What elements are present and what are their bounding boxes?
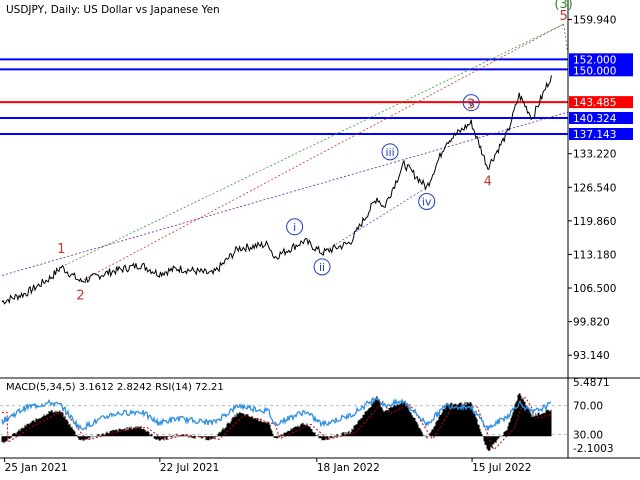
y-tick-label: 93.140 <box>573 350 610 362</box>
trendlines <box>1 23 569 282</box>
y-tick-label: 126.540 <box>573 182 616 194</box>
x-tick-label: 15 Jul 2022 <box>472 462 531 474</box>
wave-circle <box>381 143 399 161</box>
level-tag <box>569 96 633 109</box>
indicator-subwindow: 70.00 30.00 5.4871 -2.1003 <box>0 377 614 455</box>
macd-scale-min: -2.1003 <box>573 443 614 455</box>
level-tag-label: 137.143 <box>573 129 616 141</box>
wave-label-i: i <box>293 221 296 234</box>
y-tick-label: 159.940 <box>573 14 616 26</box>
x-tick-label: 22 Jul 2021 <box>160 462 219 474</box>
price-series <box>1 75 552 305</box>
indicator-title: MACD(5,34,5) 3.1612 2.8242 RSI(14) 72.21 <box>6 382 224 393</box>
rsi-line <box>1 396 552 431</box>
macd-histogram <box>1 393 552 452</box>
wave-circle <box>286 218 304 236</box>
level-tag-label: 143.485 <box>573 97 616 109</box>
y-tick-label: 99.820 <box>573 317 610 329</box>
level-tag <box>569 53 633 66</box>
macd-scale-max: 5.4871 <box>573 377 610 389</box>
wave-label-iv: iv <box>422 195 432 208</box>
wave-label-iii: iii <box>385 146 394 159</box>
wave-label-v: v <box>468 97 475 110</box>
wave-circle <box>462 94 480 112</box>
chart-title: USDJPY, Daily: US Dollar vs Japanese Yen <box>6 4 220 16</box>
wave-label-ii: ii <box>319 261 325 274</box>
wave-circle <box>313 258 331 276</box>
level-tag-label: 152.000 <box>573 54 616 66</box>
wave-label-2: 2 <box>76 288 84 303</box>
level-tag <box>569 64 633 77</box>
wave-label-(3): (3) <box>554 0 572 12</box>
level-tag-label: 140.324 <box>573 113 617 125</box>
wave-label-5: 5 <box>559 9 567 24</box>
y-tick-label: 113.180 <box>573 249 616 261</box>
price-line <box>1 75 552 305</box>
rsi-level-label: 30.00 <box>573 429 603 441</box>
level-tag-label: 150.000 <box>573 65 616 77</box>
wave-circle <box>418 192 436 210</box>
wave-label-4: 4 <box>484 174 492 189</box>
level-tag <box>569 112 633 125</box>
y-tick-label: 119.860 <box>573 216 616 228</box>
wave-label-3: 3 <box>467 98 475 113</box>
wave-label-1: 1 <box>57 242 65 257</box>
y-tick-label: 106.500 <box>573 283 616 295</box>
level-tag <box>569 127 633 140</box>
trendline-red <box>80 23 564 282</box>
macd-signal-line <box>2 396 552 451</box>
trendline-blue <box>321 187 427 254</box>
rsi-level-label: 70.00 <box>573 401 603 413</box>
trendline-green-upper <box>61 23 564 268</box>
trendline-green-down <box>563 24 569 55</box>
x-tick-label: 18 Jan 2022 <box>317 462 380 474</box>
x-tick-label: 25 Jan 2021 <box>5 462 68 474</box>
y-tick-label: 133.220 <box>573 149 616 161</box>
